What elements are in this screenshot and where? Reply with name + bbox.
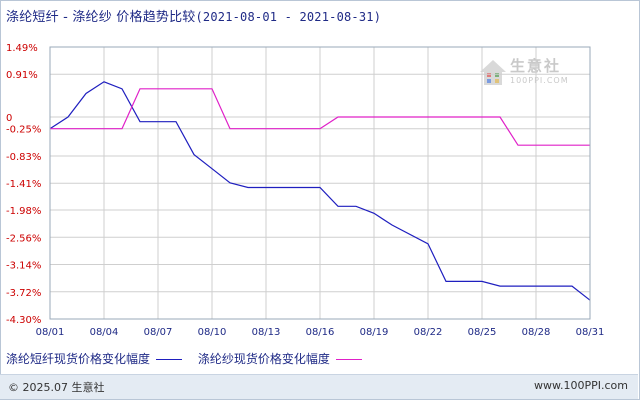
- y-tick-label: -4.30%: [6, 315, 41, 326]
- y-tick-label: -1.98%: [6, 206, 41, 217]
- legend-item-series1: 涤纶短纤现货价格变化幅度: [6, 350, 183, 367]
- x-tick-label: 08/04: [90, 327, 119, 338]
- x-tick-label: 08/01: [36, 327, 65, 338]
- y-tick-label: -0.83%: [6, 152, 41, 163]
- x-tick-label: 08/28: [522, 327, 551, 338]
- legend-label-series2: 涤纶纱现货价格变化幅度: [197, 352, 330, 366]
- chart-title-range: (2021-08-01 - 2021-08-31): [195, 10, 382, 24]
- plot-border: [49, 46, 591, 320]
- y-tick-label: -0.25%: [6, 125, 41, 136]
- x-tick-label: 08/16: [306, 327, 335, 338]
- y-tick-label: -2.56%: [6, 233, 41, 244]
- footer-bar: © 2025.07 生意社 www.100PPI.com: [0, 374, 638, 399]
- y-axis-ticks: 1.49% 0.91% 0-0.25% -0.83% -1.41% -1.98% -2.56…: [6, 43, 41, 326]
- y-tick-label: -3.14%: [6, 261, 41, 272]
- watermark-url: 100PPI.COM: [510, 76, 569, 85]
- watermark-name: 生意社: [510, 57, 562, 75]
- series-lines: [49, 81, 591, 301]
- watermark-logo: 生意社 100PPI.COM: [476, 54, 576, 94]
- x-axis-ticks: 08/01 08/04 08/07 08/10 08/13 08/16 08/19 08/22…: [36, 327, 605, 338]
- x-tick-label: 08/31: [576, 327, 605, 338]
- legend: 涤纶短纤现货价格变化幅度 涤纶纱现货价格变化幅度: [6, 350, 374, 367]
- x-tick-label: 08/25: [468, 327, 497, 338]
- legend-label-series1: 涤纶短纤现货价格变化幅度: [6, 352, 151, 366]
- footer-site-link[interactable]: www.100PPI.com: [534, 379, 628, 392]
- y-tick-label: 1.49%: [6, 43, 38, 54]
- legend-swatch-series2: [335, 359, 362, 360]
- grid-lines: [49, 46, 591, 320]
- x-tick-label: 08/13: [252, 327, 281, 338]
- x-tick-label: 08/07: [144, 327, 173, 338]
- chart-title: 涤纶短纤 - 涤纶纱 价格趋势比较(2021-08-01 - 2021-08-3…: [6, 6, 381, 25]
- series-line-1: [49, 81, 591, 301]
- y-tick-label: 0.91%: [6, 70, 38, 81]
- chart-title-main: 涤纶短纤 - 涤纶纱 价格趋势比较: [6, 10, 196, 25]
- series-line-2: [50, 88, 590, 146]
- legend-item-series2: 涤纶纱现货价格变化幅度: [198, 350, 362, 367]
- footer-copyright: © 2025.07 生意社: [8, 381, 105, 394]
- y-tick-label: -3.72%: [6, 288, 41, 299]
- x-tick-label: 08/10: [198, 327, 227, 338]
- legend-swatch-series1: [156, 359, 183, 360]
- x-tick-label: 08/22: [414, 327, 443, 338]
- y-tick-label: -1.41%: [6, 179, 41, 190]
- y-tick-label: 0: [6, 113, 12, 124]
- x-tick-label: 08/19: [360, 327, 389, 338]
- house-icon: [480, 60, 506, 85]
